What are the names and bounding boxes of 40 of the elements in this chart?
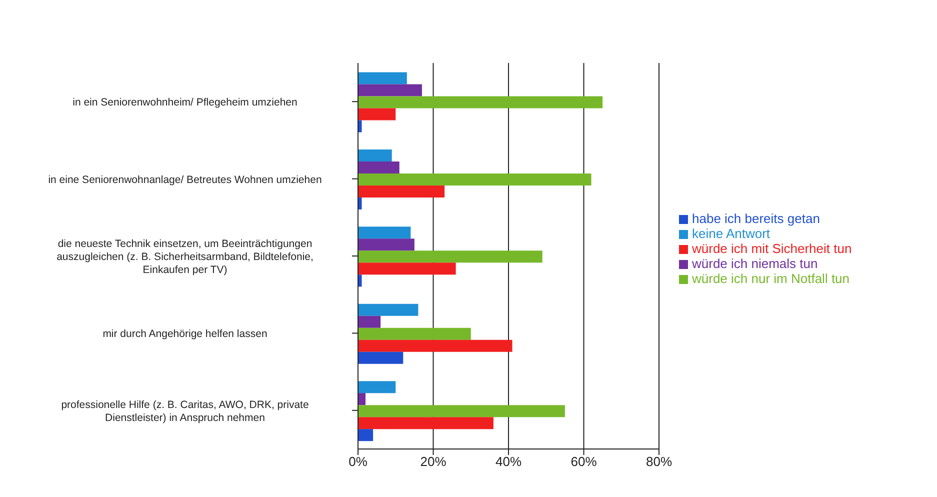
x-tick-label: 0%	[348, 454, 368, 470]
bar	[358, 405, 565, 418]
bar	[358, 173, 592, 186]
bar	[358, 262, 456, 275]
bar	[358, 316, 381, 328]
x-tick-label: 60%	[570, 454, 598, 470]
y-tick-label: in eine Seniorenwohnanlage/ Betreutes Wohnen umziehen	[48, 174, 322, 186]
bar	[358, 304, 418, 316]
y-tick-label: die neueste Technik einsetzen, um Beeinträchtigungen auszugleichen (z. B. Sicherheitsarmband, Bildtelefonie, Einkaufen per TV)	[56, 238, 314, 276]
legend-label: würde ich nur im Notfall tun	[692, 271, 850, 286]
bar	[358, 393, 366, 406]
bar	[358, 197, 362, 210]
x-tick-label: 20%	[420, 454, 447, 470]
bar	[358, 417, 494, 430]
legend-label: habe ich bereits getan	[692, 211, 820, 226]
bar	[358, 340, 512, 352]
bar	[358, 185, 445, 198]
y-tick-label: mir durch Angehörige helfen lassen	[102, 328, 268, 340]
legend-label: würde ich niemals tun	[692, 256, 818, 271]
bar	[358, 108, 396, 120]
bar	[358, 149, 392, 162]
bar	[358, 120, 362, 132]
bar	[358, 274, 362, 287]
bar	[358, 72, 407, 84]
bar	[358, 96, 603, 108]
legend-label: würde ich mit Sicherheit tun	[692, 241, 852, 256]
bar	[358, 238, 414, 251]
x-tick-label: 40%	[495, 454, 522, 470]
bar	[358, 381, 396, 394]
y-tick-label: professionelle Hilfe (z. B. Caritas, AWO, DRK, private Dienstleister) in Anspruch nehmen	[61, 398, 309, 424]
legend-label: keine Antwort	[692, 226, 770, 241]
bar	[358, 352, 404, 364]
bar	[358, 429, 374, 442]
y-tick-label: in ein Seniorenwohnheim/ Pflegeheim umziehen	[72, 96, 298, 109]
bar	[358, 161, 400, 174]
x-tick-label: 80%	[646, 454, 672, 470]
bar	[358, 226, 411, 239]
bar	[358, 328, 471, 340]
bar	[358, 250, 542, 263]
bar	[358, 84, 422, 96]
